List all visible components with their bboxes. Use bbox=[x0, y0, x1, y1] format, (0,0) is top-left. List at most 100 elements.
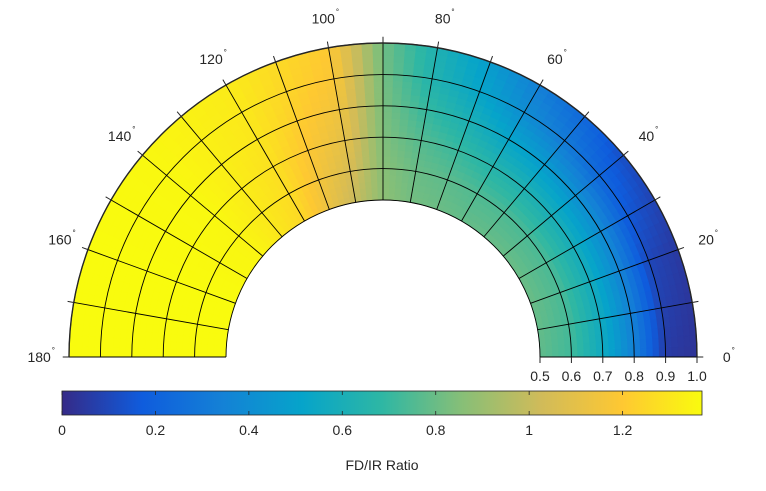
heatmap-cell bbox=[369, 162, 377, 170]
heatmap-cell bbox=[137, 339, 146, 349]
theta-tick-mark bbox=[437, 41, 440, 48]
r-tick-label: 0.7 bbox=[593, 368, 613, 384]
heatmap-cell bbox=[639, 338, 647, 349]
heatmap-cell bbox=[398, 124, 408, 133]
heatmap-cell bbox=[398, 118, 409, 127]
theta-tick-mark bbox=[539, 79, 544, 86]
heatmap-cell bbox=[366, 130, 376, 139]
heatmap-cell bbox=[570, 336, 578, 345]
heatmap-cell bbox=[613, 331, 622, 342]
heatmap-cell bbox=[112, 347, 120, 358]
heatmap-cell bbox=[376, 168, 384, 176]
heatmap-cell bbox=[389, 155, 398, 164]
heatmap-cell bbox=[670, 336, 679, 348]
colorbar-tick-label: 0.4 bbox=[239, 422, 259, 438]
heatmap-cell bbox=[201, 331, 210, 339]
heatmap-cell bbox=[633, 347, 641, 358]
heatmap-cell bbox=[403, 150, 413, 159]
heatmap-cell bbox=[87, 336, 96, 348]
heatmap-cell bbox=[382, 174, 390, 182]
heatmap-cell bbox=[394, 187, 402, 195]
theta-tick-mark bbox=[222, 79, 227, 86]
heatmap-cell bbox=[113, 328, 122, 339]
colorbar-tick-label: 0 bbox=[58, 422, 66, 438]
heatmap-cell bbox=[382, 67, 394, 75]
heatmap-cell bbox=[137, 348, 145, 358]
heatmap-cell bbox=[382, 162, 391, 170]
theta-tick-mark bbox=[692, 300, 699, 303]
heatmap-cell bbox=[620, 331, 628, 341]
heatmap-cell bbox=[360, 143, 369, 152]
heatmap-cell bbox=[382, 105, 393, 113]
heatmap-cell bbox=[100, 336, 108, 348]
heatmap-cell bbox=[671, 346, 679, 358]
heatmap-cell bbox=[620, 339, 629, 349]
colorbar-tick-label: 1.2 bbox=[613, 422, 633, 438]
heatmap-cell bbox=[163, 341, 171, 350]
heatmap-cell bbox=[382, 155, 391, 163]
colorbar-tick-label: 1 bbox=[525, 422, 533, 438]
heatmap-cell bbox=[563, 336, 572, 345]
heatmap-cell bbox=[564, 350, 572, 358]
heatmap-cell bbox=[373, 92, 384, 100]
heatmap-cell bbox=[374, 124, 384, 132]
heatmap-cell bbox=[396, 156, 405, 164]
heatmap-cell bbox=[633, 338, 641, 349]
heatmap-cell bbox=[200, 337, 209, 346]
theta-tick-60: 60 ° bbox=[547, 48, 567, 67]
r-tick-label: 0.8 bbox=[624, 368, 644, 384]
heatmap-cell bbox=[373, 86, 384, 94]
theta-tick-100: 100 ° bbox=[312, 7, 339, 26]
heatmap-cell bbox=[403, 156, 412, 165]
heatmap-cell bbox=[376, 180, 384, 188]
heatmap-cell bbox=[353, 150, 363, 159]
heatmap-cell bbox=[551, 344, 560, 352]
heatmap-cell bbox=[392, 61, 404, 70]
heatmap-cell bbox=[87, 346, 95, 358]
heatmap-cell bbox=[382, 99, 393, 107]
heatmap-cell bbox=[144, 340, 152, 350]
degree-symbol: ° bbox=[564, 48, 567, 57]
heatmap-cell bbox=[371, 42, 384, 50]
r-tick-labels: 0.5 0.6 0.7 0.8 0.9 1.0 bbox=[530, 368, 707, 384]
heatmap-cell bbox=[557, 337, 566, 346]
heatmap-cell bbox=[163, 333, 171, 343]
theta-tick-mark bbox=[105, 196, 112, 201]
heatmap-cell bbox=[396, 149, 405, 158]
heatmap-cell bbox=[393, 193, 401, 202]
heatmap-cell bbox=[358, 124, 368, 133]
heatmap-cell bbox=[138, 331, 146, 341]
heatmap-cell bbox=[392, 55, 405, 63]
heatmap-cell bbox=[373, 99, 384, 107]
heatmap-cell bbox=[214, 333, 222, 341]
heatmap-cell bbox=[357, 175, 365, 184]
heatmap-cell bbox=[213, 350, 221, 358]
heatmap-cell bbox=[372, 67, 384, 75]
heatmap-cell bbox=[219, 350, 227, 358]
heatmap-cell bbox=[175, 349, 183, 358]
theta-tick-label: 80 bbox=[435, 10, 451, 26]
heatmap-cell bbox=[576, 335, 584, 344]
plot-outline bbox=[62, 36, 704, 363]
heatmap-cell bbox=[361, 49, 373, 57]
heatmap-cell bbox=[556, 331, 565, 339]
heatmap-cell bbox=[376, 193, 384, 201]
theta-grid-line bbox=[483, 116, 586, 238]
heatmap-cell bbox=[175, 342, 183, 351]
heatmap-cell bbox=[390, 124, 400, 132]
colorbar-tick-label: 0.2 bbox=[146, 422, 166, 438]
heatmap-cell bbox=[391, 111, 401, 120]
heatmap-cell bbox=[582, 335, 591, 344]
heatmap-cell bbox=[131, 339, 139, 349]
heatmap-cell bbox=[382, 124, 392, 132]
theta-tick-140: 140 ° bbox=[108, 125, 135, 144]
heatmap-cell bbox=[651, 327, 659, 339]
heatmap-cell bbox=[589, 349, 597, 358]
theta-tick-mark bbox=[584, 111, 590, 117]
heatmap-cell bbox=[162, 349, 170, 358]
heatmap-cell bbox=[368, 155, 377, 164]
heatmap-cell bbox=[382, 136, 391, 144]
heatmap-cell bbox=[150, 348, 158, 358]
theta-tick-mark bbox=[489, 55, 494, 63]
heatmap-cell bbox=[371, 193, 378, 201]
